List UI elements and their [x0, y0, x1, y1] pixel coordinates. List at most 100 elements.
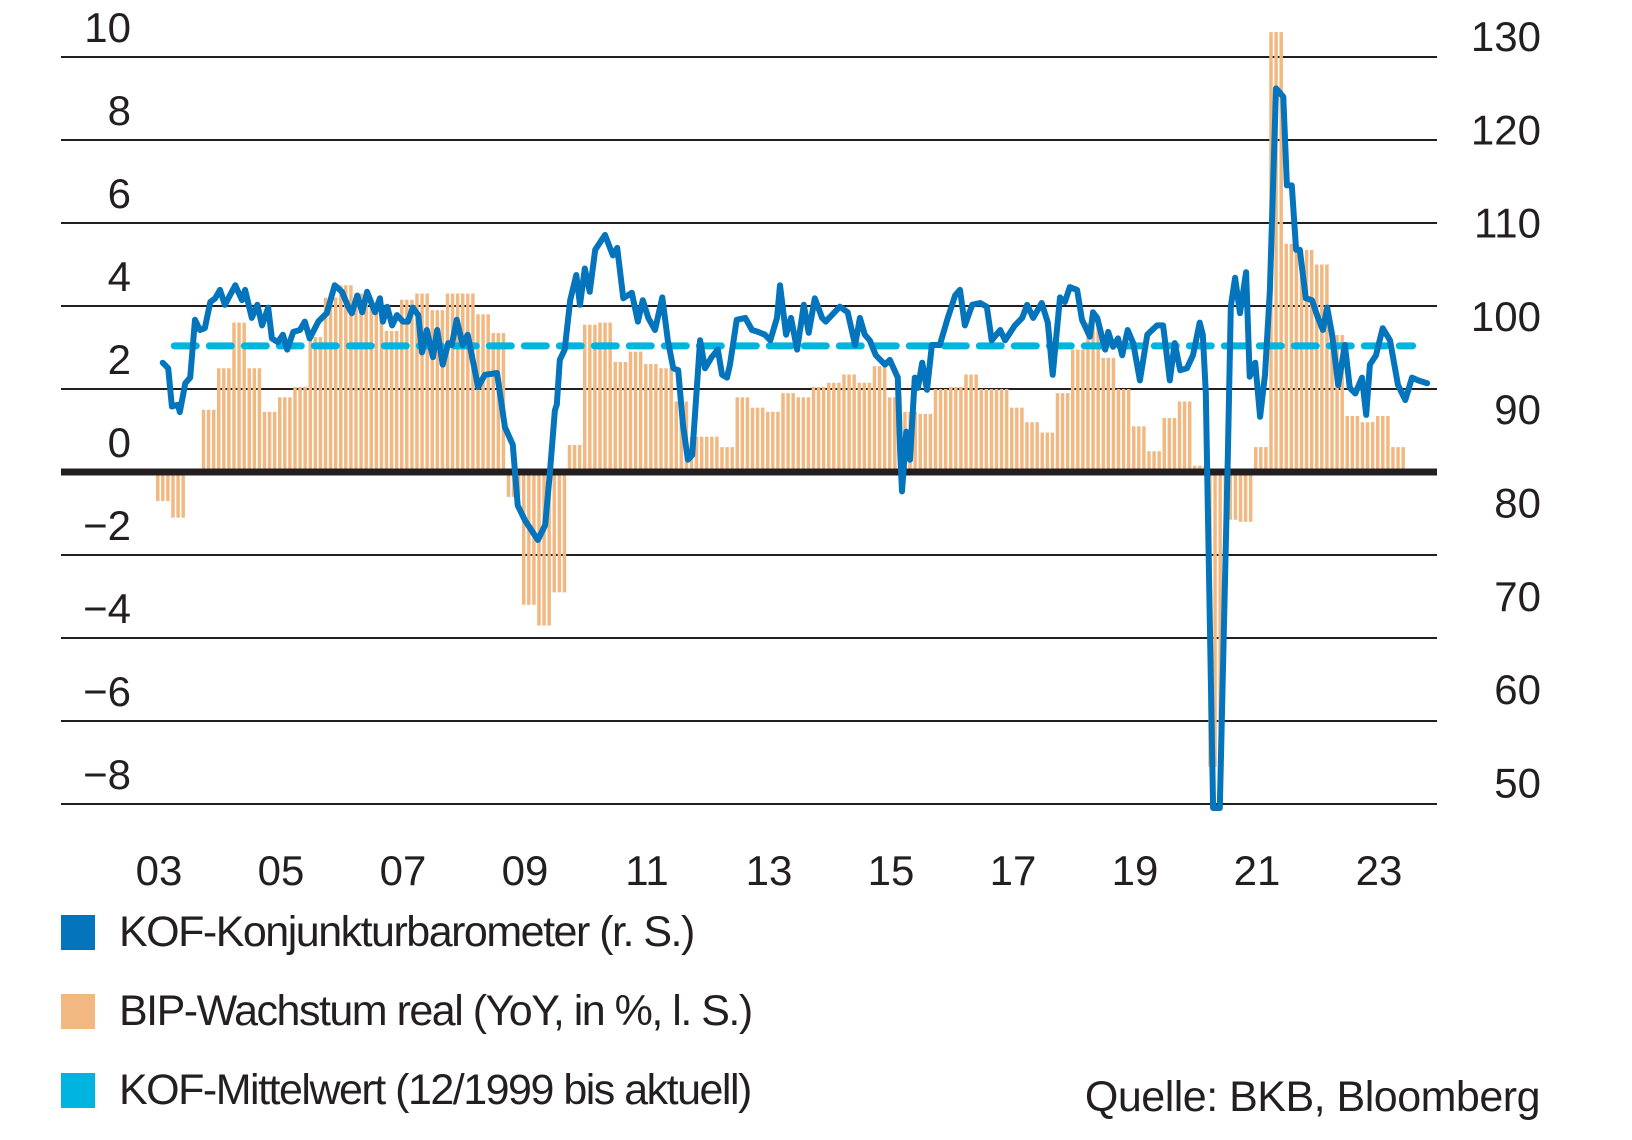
gdp-bar-stripe	[1370, 422, 1375, 472]
gdp-bar	[1376, 415, 1390, 472]
y-left-tick-label: −2	[83, 502, 131, 549]
gdp-bar	[171, 472, 185, 518]
gdp-bar-stripe	[1391, 447, 1395, 472]
gdp-bar-stripe	[430, 310, 434, 472]
gdp-bar-stripe	[491, 332, 495, 472]
gdp-bar-stripe	[842, 374, 846, 472]
gdp-bar-stripe	[1396, 447, 1400, 472]
gdp-bar-stripe	[857, 382, 861, 472]
gdp-bar	[262, 411, 277, 472]
gdp-bar-stripe	[359, 293, 363, 472]
gdp-bar-stripe	[283, 397, 287, 472]
gdp-bar-stripe	[1401, 447, 1405, 472]
x-axis-ticks: 03 05 07 09 11 13 15 17 19 21 23	[136, 847, 1403, 894]
gdp-bar-stripe	[156, 472, 160, 502]
gdp-bar-stripe	[547, 472, 551, 626]
legend-swatch-gdp	[61, 994, 95, 1029]
gdp-bar-stripe	[1254, 447, 1258, 472]
gdp-bar	[1010, 407, 1024, 472]
gdp-bar-stripe	[1106, 357, 1111, 473]
gdp-bar	[857, 382, 872, 472]
gdp-bar	[994, 389, 1009, 472]
gdp-bar-stripe	[166, 472, 170, 502]
gdp-bar-stripe	[1335, 335, 1339, 472]
gdp-bar-stripe	[989, 389, 994, 472]
gdp-bar-stripe	[801, 397, 806, 472]
gdp-bar-stripe	[994, 389, 999, 472]
gdp-bar-stripe	[882, 366, 887, 472]
gdp-bar	[1330, 335, 1344, 472]
gdp-bar-stripe	[1126, 389, 1131, 472]
gdp-bar-stripe	[1350, 415, 1355, 472]
y-left-tick-label: 2	[108, 336, 131, 383]
gdp-bar-stripe	[1086, 322, 1090, 472]
gdp-bar	[1391, 447, 1405, 472]
gdp-bar-stripe	[466, 293, 470, 472]
gdp-bar-stripe	[791, 393, 795, 472]
gdp-bar	[1299, 249, 1314, 472]
gdp-bar-stripe	[379, 306, 384, 472]
source-note: Quelle: BKB, Bloomberg	[1084, 1073, 1541, 1121]
gdp-bar-stripe	[1294, 243, 1299, 472]
gdp-bar-stripe	[293, 386, 297, 472]
x-tick-label: 05	[258, 847, 305, 894]
gdp-bar-stripe	[537, 472, 541, 626]
gdp-bar-stripe	[959, 386, 963, 472]
gdp-bar-stripe	[1259, 447, 1263, 472]
gdp-bar	[827, 382, 841, 472]
y-left-tick-label: 0	[108, 419, 131, 466]
gdp-bar-stripe	[1304, 249, 1309, 472]
gdp-bar-stripe	[1182, 401, 1187, 472]
gdp-bar-stripe	[1091, 322, 1095, 472]
gdp-bar-stripe	[954, 386, 958, 472]
gdp-bar-stripe	[699, 436, 704, 472]
gdp-bar-stripe	[461, 293, 465, 472]
gdp-bar-stripe	[445, 293, 450, 472]
gdp-bar-stripe	[877, 366, 882, 472]
gdp-bar-stripe	[333, 297, 338, 472]
gdp-bar-stripe	[181, 472, 185, 518]
gdp-bar	[1101, 357, 1116, 473]
gdp-bar-stripe	[852, 374, 856, 472]
gdp-bar-stripe	[664, 368, 668, 472]
gdp-bar	[445, 293, 460, 472]
gdp-bar	[796, 397, 811, 472]
gdp-bar-stripe	[1381, 415, 1385, 472]
gdp-bar	[552, 472, 567, 593]
gdp-bar-stripe	[440, 310, 445, 472]
gdp-bar-stripe	[1162, 418, 1166, 472]
gdp-bar-stripe	[1279, 32, 1283, 472]
gdp-bar-stripe	[694, 436, 699, 472]
gdp-bar-stripe	[1055, 393, 1060, 472]
gdp-bar	[308, 337, 323, 473]
gdp-bar	[964, 374, 978, 472]
gdp-bar-stripe	[410, 299, 414, 472]
gdp-bar-stripe	[1040, 432, 1044, 472]
gdp-bar-stripe	[1020, 407, 1024, 472]
kof-line	[159, 85, 1431, 811]
gdp-bar	[476, 314, 490, 472]
y-right-tick-label: 100	[1471, 293, 1541, 340]
gdp-bar	[247, 368, 262, 472]
gdp-bar	[1071, 349, 1085, 472]
gdp-bar	[1132, 426, 1146, 472]
kof-line-path	[159, 85, 1431, 811]
gdp-bar-stripe	[811, 386, 816, 472]
gdp-bar-stripe	[1274, 32, 1278, 472]
gdp-bar-stripe	[740, 397, 745, 472]
gdp-bar	[644, 364, 658, 472]
gdp-bar-stripe	[862, 382, 867, 472]
gdp-bar-stripe	[267, 411, 272, 472]
gdp-bar-stripe	[603, 322, 607, 472]
gdp-bar-stripe	[455, 293, 460, 472]
gdp-bar-stripe	[405, 299, 409, 472]
gdp-bar-stripe	[1248, 472, 1253, 522]
gdp-bar-stripe	[577, 445, 582, 472]
gdp-bar	[659, 368, 673, 472]
y-left-tick-label: −6	[83, 668, 131, 715]
gdp-bar-stripe	[1035, 422, 1039, 472]
gdp-bar	[1040, 432, 1055, 472]
gdp-bar	[323, 297, 338, 472]
gdp-bar-stripe	[964, 374, 968, 472]
